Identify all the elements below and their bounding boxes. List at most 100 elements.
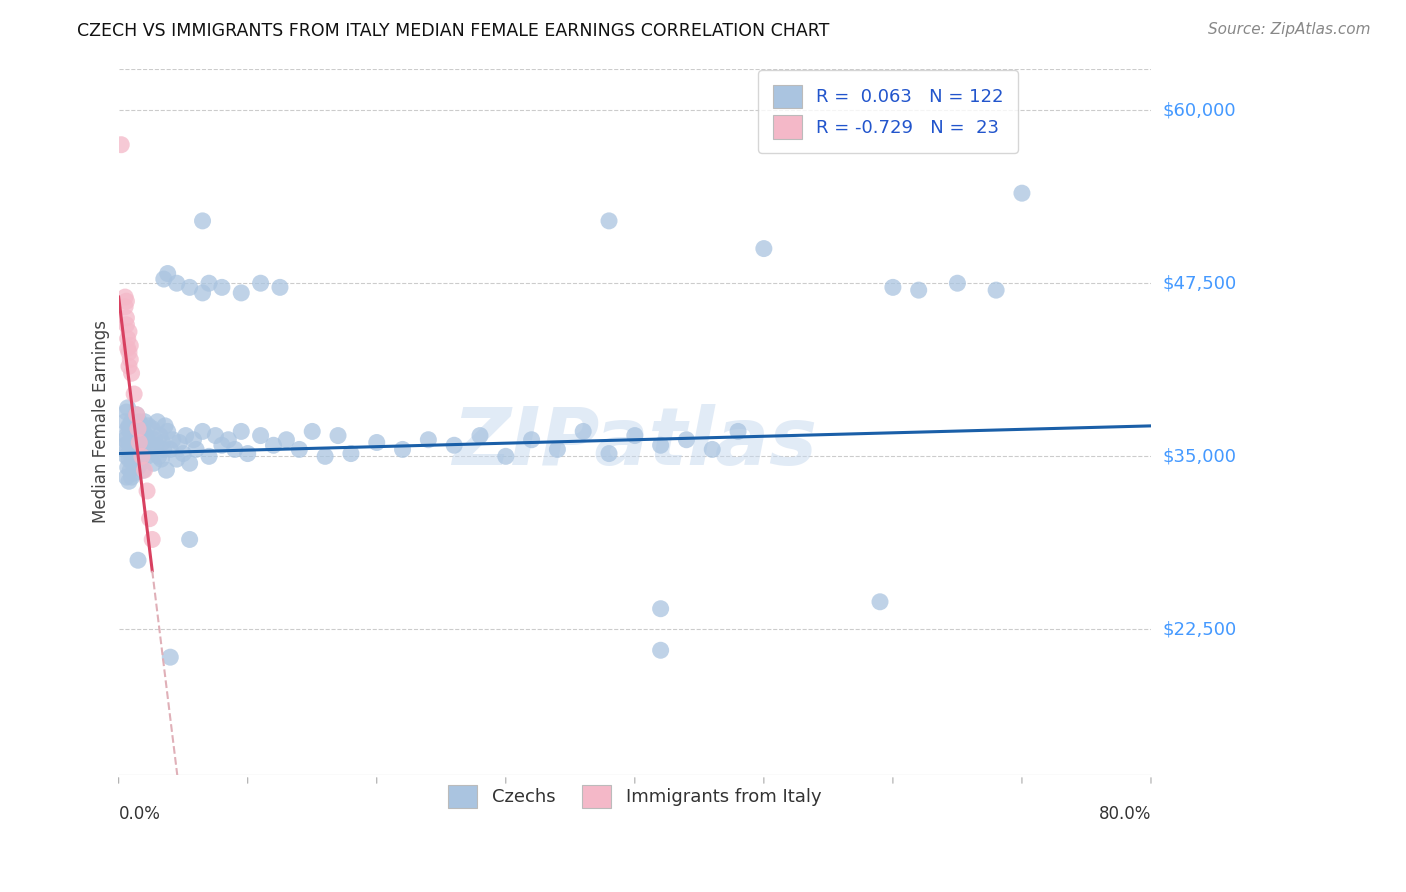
Point — [198, 277, 221, 291]
Point — [249, 428, 271, 442]
Point — [118, 475, 141, 489]
Point — [122, 466, 145, 480]
Point — [120, 352, 142, 367]
Text: $35,000: $35,000 — [1163, 448, 1236, 466]
Y-axis label: Median Female Earnings: Median Female Earnings — [93, 320, 110, 524]
Point — [191, 285, 214, 300]
Point — [179, 456, 201, 470]
Point — [122, 446, 145, 460]
Point — [131, 418, 153, 433]
Point — [184, 442, 207, 457]
Point — [882, 280, 904, 294]
Point — [117, 442, 139, 457]
Point — [134, 446, 156, 460]
Point — [263, 438, 285, 452]
Point — [702, 442, 724, 457]
Point — [141, 533, 163, 547]
Point — [118, 325, 141, 339]
Point — [236, 446, 259, 460]
Point — [125, 408, 148, 422]
Point — [132, 425, 155, 439]
Point — [117, 422, 139, 436]
Point — [131, 442, 153, 457]
Point — [128, 415, 150, 429]
Point — [125, 408, 148, 422]
Point — [114, 438, 136, 452]
Point — [121, 415, 143, 429]
Point — [120, 463, 142, 477]
Text: Source: ZipAtlas.com: Source: ZipAtlas.com — [1208, 22, 1371, 37]
Point — [129, 435, 152, 450]
Point — [162, 433, 184, 447]
Point — [114, 415, 136, 429]
Point — [224, 442, 246, 457]
Point — [301, 425, 323, 439]
Point — [136, 483, 159, 498]
Point — [650, 643, 672, 657]
Point — [146, 415, 169, 429]
Point — [153, 418, 176, 433]
Point — [159, 442, 181, 457]
Point — [598, 214, 620, 228]
Point — [117, 401, 139, 415]
Point — [134, 463, 156, 477]
Point — [138, 511, 160, 525]
Point — [231, 425, 253, 439]
Point — [166, 277, 188, 291]
Point — [156, 267, 179, 281]
Text: 0.0%: 0.0% — [118, 805, 160, 823]
Text: 80.0%: 80.0% — [1098, 805, 1152, 823]
Point — [127, 422, 149, 436]
Point — [204, 428, 226, 442]
Point — [179, 280, 201, 294]
Point — [129, 456, 152, 470]
Point — [143, 433, 166, 447]
Point — [142, 456, 165, 470]
Point — [153, 272, 176, 286]
Point — [276, 433, 298, 447]
Point — [115, 470, 138, 484]
Point — [117, 332, 139, 346]
Point — [624, 428, 647, 442]
Point — [127, 460, 149, 475]
Point — [340, 446, 363, 460]
Point — [127, 553, 149, 567]
Point — [907, 283, 929, 297]
Point — [675, 433, 697, 447]
Point — [169, 435, 191, 450]
Point — [121, 456, 143, 470]
Point — [153, 442, 176, 457]
Text: ZIPatlas: ZIPatlas — [453, 404, 817, 482]
Point — [443, 438, 465, 452]
Point — [110, 137, 132, 152]
Point — [1011, 186, 1033, 201]
Point — [174, 428, 197, 442]
Point — [124, 428, 146, 442]
Point — [120, 442, 142, 457]
Point — [179, 533, 201, 547]
Point — [141, 422, 163, 436]
Point — [121, 470, 143, 484]
Point — [118, 359, 141, 374]
Point — [120, 338, 142, 352]
Point — [211, 280, 233, 294]
Point — [121, 433, 143, 447]
Point — [118, 435, 141, 450]
Point — [145, 438, 167, 452]
Point — [249, 277, 271, 291]
Point — [115, 405, 138, 419]
Point — [118, 345, 141, 359]
Text: CZECH VS IMMIGRANTS FROM ITALY MEDIAN FEMALE EARNINGS CORRELATION CHART: CZECH VS IMMIGRANTS FROM ITALY MEDIAN FE… — [77, 22, 830, 40]
Point — [650, 438, 672, 452]
Point — [114, 300, 136, 314]
Point — [114, 290, 136, 304]
Point — [166, 452, 188, 467]
Point — [217, 433, 239, 447]
Point — [159, 650, 181, 665]
Point — [598, 446, 620, 460]
Point — [391, 442, 413, 457]
Point — [125, 442, 148, 457]
Point — [114, 433, 136, 447]
Legend: Czechs, Immigrants from Italy: Czechs, Immigrants from Italy — [441, 778, 828, 815]
Text: $60,000: $60,000 — [1163, 101, 1236, 119]
